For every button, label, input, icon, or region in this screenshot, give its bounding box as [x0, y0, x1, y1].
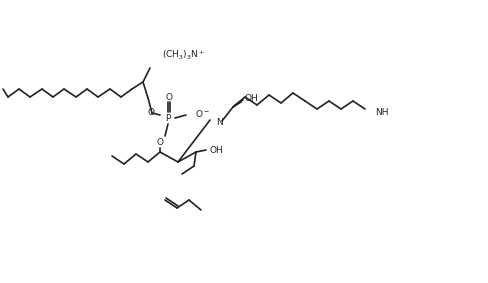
- Text: O: O: [165, 93, 172, 102]
- Text: OH: OH: [209, 145, 224, 155]
- Text: O$^-$: O$^-$: [195, 108, 209, 119]
- Text: (CH$_3$)$_3$N$^+$: (CH$_3$)$_3$N$^+$: [162, 48, 205, 62]
- Text: OH: OH: [244, 93, 257, 102]
- Text: O: O: [156, 138, 163, 147]
- Text: NH: NH: [374, 108, 387, 117]
- Text: N: N: [216, 117, 223, 127]
- Text: P: P: [165, 113, 170, 123]
- Text: O: O: [147, 108, 154, 117]
